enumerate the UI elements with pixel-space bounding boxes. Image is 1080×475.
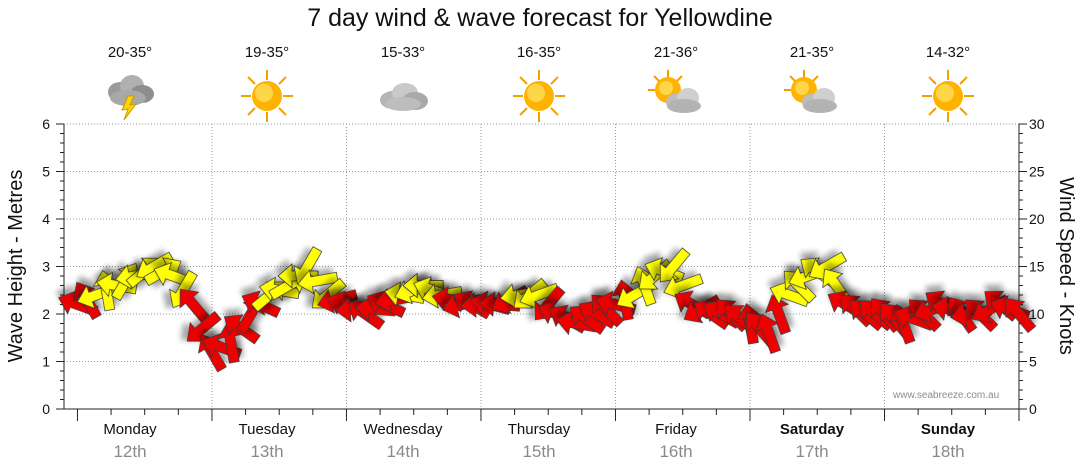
day-temp-thursday: 16-35°: [516, 44, 562, 61]
date-label-tuesday: 13th: [250, 442, 284, 461]
date-label-monday: 12th: [113, 442, 147, 461]
day-temp-saturday: 21-35°: [789, 44, 835, 61]
y-left-tick-label: 2: [42, 306, 50, 322]
y-left-tick-label: 6: [42, 116, 50, 132]
y-left-tick-label: 3: [42, 259, 50, 275]
wind-arrows: [58, 246, 1037, 373]
date-label-friday: 16th: [659, 442, 693, 461]
y-left-tick-label: 0: [42, 401, 50, 417]
date-label-thursday: 15th: [522, 442, 556, 461]
day-label-thursday: Thursday: [507, 421, 571, 438]
y-right-tick-label: 20: [1029, 211, 1045, 227]
y-left-tick-label: 4: [42, 211, 50, 227]
date-label-wednesday: 14th: [386, 442, 420, 461]
y-right-tick-label: 5: [1029, 354, 1037, 370]
y-right-tick-label: 25: [1029, 164, 1045, 180]
chart-grid: [64, 123, 1020, 421]
y-right-tick-label: 30: [1029, 116, 1045, 132]
wind-arrow: [297, 269, 339, 295]
y-right-tick-label: 15: [1029, 259, 1045, 275]
day-label-tuesday: Tuesday: [238, 421, 296, 438]
sun-icon: [922, 70, 974, 122]
day-label-friday: Friday: [655, 421, 697, 438]
sun-cloud-icon: [648, 70, 701, 113]
cloud-icon: [380, 83, 428, 111]
y-right-tick-label: 0: [1029, 401, 1037, 417]
day-temp-tuesday: 19-35°: [244, 44, 290, 61]
day-temp-wednesday: 15-33°: [380, 44, 426, 61]
day-label-monday: Monday: [103, 421, 157, 438]
wind-arrow: [1005, 298, 1037, 334]
y-right-tick-label: 10: [1029, 306, 1045, 322]
date-label-saturday: 17th: [795, 442, 829, 461]
storm-cloud-icon: [108, 75, 154, 121]
sun-icon: [513, 70, 565, 122]
wind-arrow: [569, 304, 607, 335]
day-temp-friday: 21-36°: [653, 44, 699, 61]
day-label-wednesday: Wednesday: [363, 421, 443, 438]
y-axis-right-title: Wind Speed - Knots: [1055, 177, 1077, 355]
y-left-tick-label: 5: [42, 164, 50, 180]
sun-cloud-icon: [784, 70, 837, 113]
wind-arrow: [179, 288, 211, 324]
sun-icon: [241, 70, 293, 122]
day-label-saturday: Saturday: [779, 421, 845, 438]
date-label-sunday: 18th: [931, 442, 965, 461]
credit-text: www.seabreeze.com.au: [893, 390, 1000, 401]
day-temp-monday: 20-35°: [107, 44, 153, 61]
day-temp-sunday: 14-32°: [925, 44, 971, 61]
wind-arrow: [659, 247, 691, 283]
chart-title: 7 day wind & wave forecast for Yellowdin…: [307, 4, 773, 32]
y-left-tick-label: 1: [42, 354, 50, 370]
wind-arrow: [754, 313, 781, 355]
y-axis-left-title: Wave Height - Metres: [5, 170, 27, 363]
day-label-sunday: Sunday: [920, 421, 976, 438]
